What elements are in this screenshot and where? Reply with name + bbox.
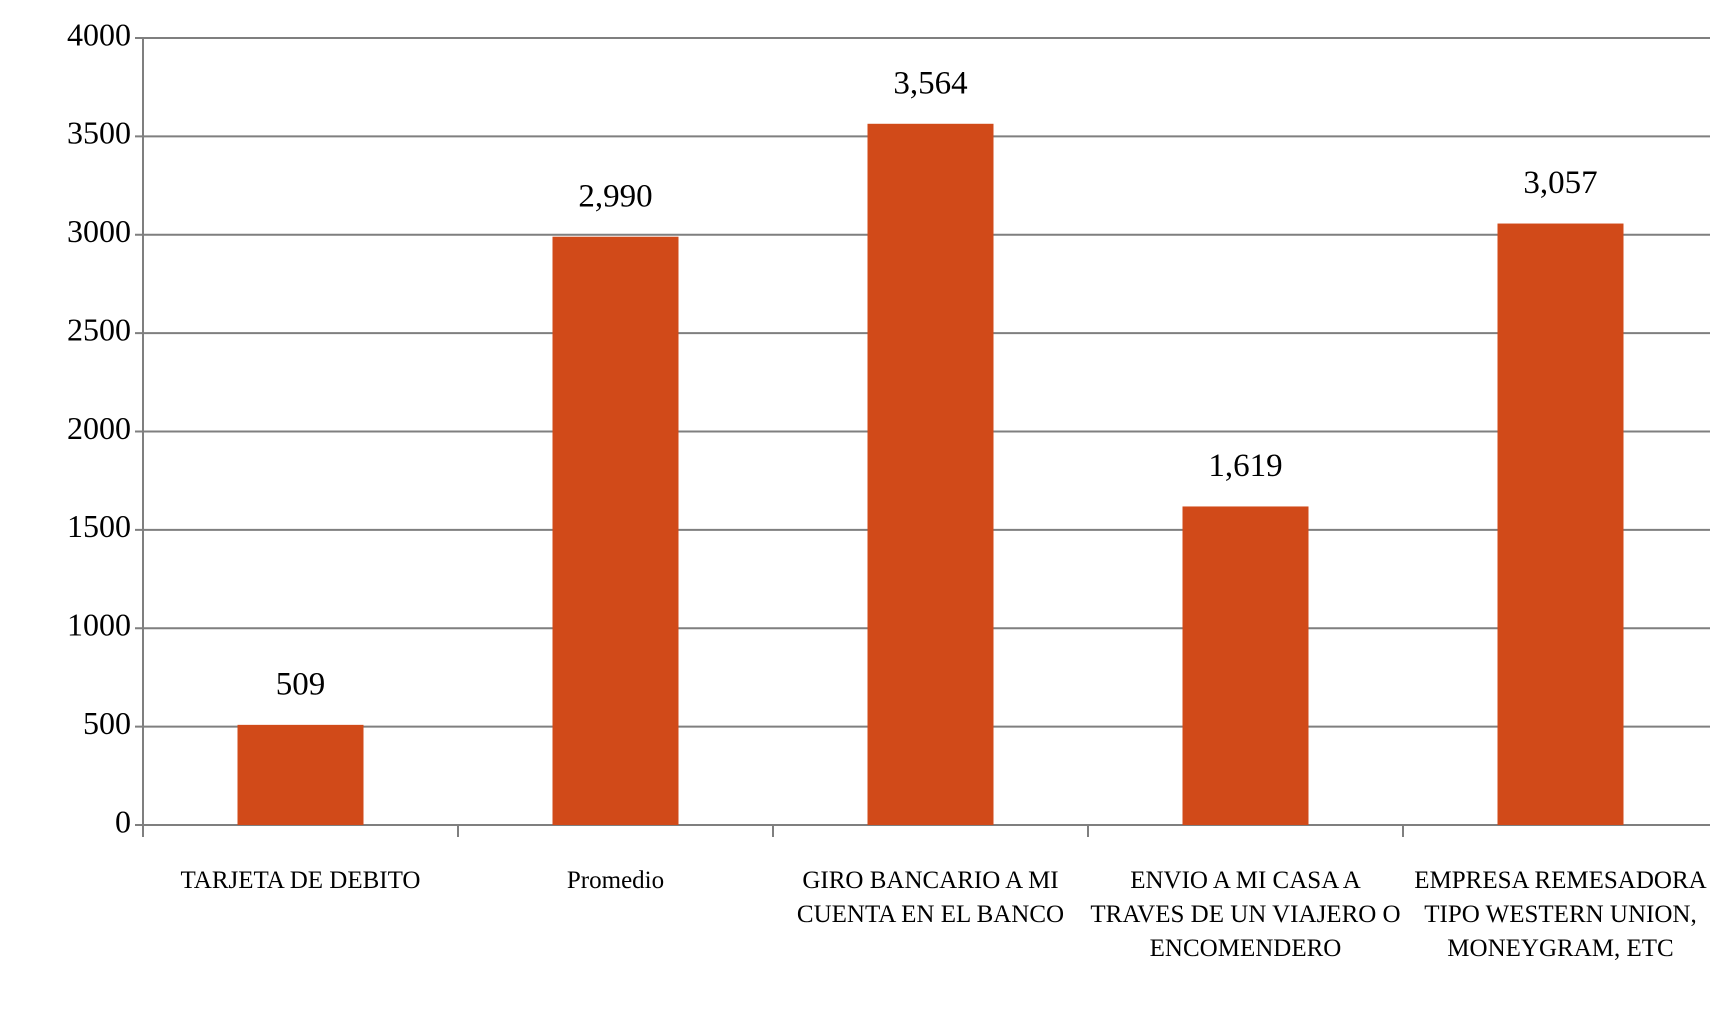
x-tick-label: GIRO BANCARIO A MI CUENTA EN EL BANCO — [796, 867, 1065, 928]
data-label: 509 — [276, 666, 326, 702]
x-tick-label: Promedio — [566, 867, 665, 894]
data-label: 3,564 — [893, 65, 967, 101]
data-label: 3,057 — [1523, 165, 1597, 201]
x-tick-label: ENVIO A MI CASA A TRAVES DE UN VIAJERO O… — [1090, 867, 1401, 962]
bar — [1497, 223, 1624, 825]
y-tick-label: 1500 — [67, 508, 131, 544]
x-tick-label: TARJETA DE DEBITO — [180, 867, 421, 894]
y-tick-label: 0 — [115, 803, 131, 839]
bar — [867, 123, 994, 825]
y-tick-label: 4000 — [67, 16, 131, 52]
x-tick-label: EMPRESA REMESADORA TIPO WESTERN UNION, M… — [1414, 867, 1707, 962]
y-tick-label: 3500 — [67, 115, 131, 151]
y-tick-label: 2000 — [67, 410, 131, 446]
y-tick-label: 3000 — [67, 213, 131, 249]
bar — [552, 236, 679, 825]
y-tick-label: 1000 — [67, 607, 131, 643]
bar — [1182, 506, 1309, 825]
y-tick-label: 500 — [83, 705, 131, 741]
bar — [237, 724, 364, 825]
data-label: 2,990 — [578, 178, 652, 214]
y-tick-label: 2500 — [67, 311, 131, 347]
data-label: 1,619 — [1208, 448, 1282, 484]
